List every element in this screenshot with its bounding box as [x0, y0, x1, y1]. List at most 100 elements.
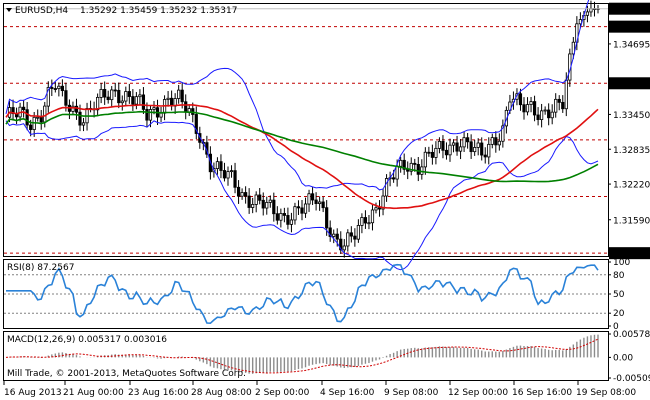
price-panel-frame	[3, 3, 609, 257]
candle-body	[328, 227, 332, 237]
candle-body	[268, 199, 272, 203]
candle-body	[145, 108, 149, 121]
candle-body	[251, 204, 255, 208]
candle-body	[557, 98, 561, 103]
candle-body	[360, 217, 364, 226]
price-tick-label-bg	[609, 20, 650, 33]
rsi-tick-label: 0	[613, 322, 619, 332]
candle-body	[395, 165, 399, 180]
candle-body	[120, 100, 124, 104]
candle-body	[117, 89, 121, 104]
candle-body	[501, 125, 505, 142]
candle-body	[547, 109, 551, 119]
candle-body	[53, 88, 57, 90]
candle-body	[550, 111, 554, 119]
price-tick-label: 1.34000	[612, 80, 649, 90]
candle-body	[585, 11, 590, 16]
candle-body	[487, 143, 491, 158]
symbol-header: EURUSD,H4 1.35292 1.35459 1.35232 1.3531…	[6, 6, 237, 16]
candle-body	[332, 233, 336, 237]
price-tick-label: 1.31590	[613, 216, 650, 226]
candle-body	[71, 105, 75, 112]
macd-signal-line	[5, 338, 599, 374]
time-tick-label: 19 Sep 08:00	[576, 388, 636, 398]
candle-body	[377, 207, 382, 210]
price-tick-label-bg	[609, 77, 650, 90]
candle-body	[476, 142, 480, 148]
candle-body	[458, 146, 463, 152]
candle-body	[138, 94, 142, 98]
candle-body	[279, 213, 283, 221]
time-tick-label: 12 Sep 00:00	[448, 388, 508, 398]
candle-body	[483, 154, 487, 158]
macd-tick-label: 0.00	[613, 353, 633, 363]
candle-body	[64, 90, 68, 106]
time-tick-label: 23 Aug 16:00	[128, 388, 189, 398]
candle-body	[310, 193, 315, 201]
candle-body	[141, 94, 146, 110]
rsi-plot	[4, 263, 608, 325]
candle-body	[367, 222, 371, 225]
bollinger-upper-line	[5, 0, 590, 191]
candle-body	[43, 105, 47, 123]
candle-body	[349, 232, 353, 237]
ma-fast-line	[5, 104, 599, 210]
price-tick-label: 1.32835	[613, 146, 650, 156]
candle-body	[318, 201, 322, 204]
candle-body	[282, 213, 286, 216]
candle-body	[399, 159, 403, 167]
dropdown-arrow-icon[interactable]	[6, 8, 12, 12]
rsi-tick-label: 80	[613, 271, 625, 281]
price-plot	[4, 0, 608, 271]
price-tick-label: 1.31000	[612, 250, 649, 260]
time-tick-label: 9 Sep 08:00	[384, 388, 439, 398]
candle-body	[300, 207, 304, 214]
macd-tick-label: -0.005090	[613, 374, 650, 384]
candle-body	[480, 142, 484, 156]
candle-body	[110, 89, 114, 101]
candle-body	[303, 203, 308, 214]
candle-body	[78, 111, 82, 126]
candle-body	[416, 163, 420, 175]
axes: 1.35317 1.35000 1.34695 1.34000 1.33450 1.328…	[3, 2, 650, 398]
bollinger-lower-line	[5, 120, 599, 271]
symbol-label: EURUSD,H4	[15, 6, 68, 16]
price-tick-label: 1.35000	[612, 23, 649, 33]
candle-body	[134, 96, 138, 105]
time-tick-label: 16 Sep 16:00	[512, 388, 572, 398]
candle-body	[469, 141, 473, 153]
candle-body	[462, 137, 466, 148]
candle-body	[392, 177, 396, 180]
candle-body	[152, 107, 156, 110]
candle-body	[561, 101, 565, 110]
time-tick-label: 21 Aug 00:00	[63, 388, 124, 398]
candle-body	[219, 161, 223, 171]
candle-body	[342, 245, 346, 251]
candle-body	[74, 105, 79, 113]
candle-body	[532, 101, 537, 116]
candle-body	[258, 194, 262, 201]
candle-body	[25, 109, 29, 126]
candle-body	[60, 85, 64, 92]
candle-body	[448, 144, 452, 156]
candle-body	[106, 96, 110, 101]
candle-body	[346, 232, 350, 247]
candle-body	[99, 89, 103, 98]
candle-body	[103, 89, 107, 98]
candle-body	[244, 192, 248, 197]
candle-body	[402, 159, 406, 170]
candle-body	[50, 87, 54, 89]
macd-plot	[5, 334, 599, 374]
candle-body	[194, 114, 198, 134]
price-tick-label-bg	[609, 2, 650, 15]
candle-body	[229, 170, 234, 173]
candle-body	[275, 213, 279, 221]
candle-body	[46, 87, 50, 107]
candle-body	[430, 151, 434, 158]
candle-body	[81, 122, 86, 126]
candle-body	[22, 106, 26, 111]
candle-body	[314, 199, 318, 204]
ohlc-values: 1.35292 1.35459 1.35232 1.35317	[80, 6, 237, 16]
